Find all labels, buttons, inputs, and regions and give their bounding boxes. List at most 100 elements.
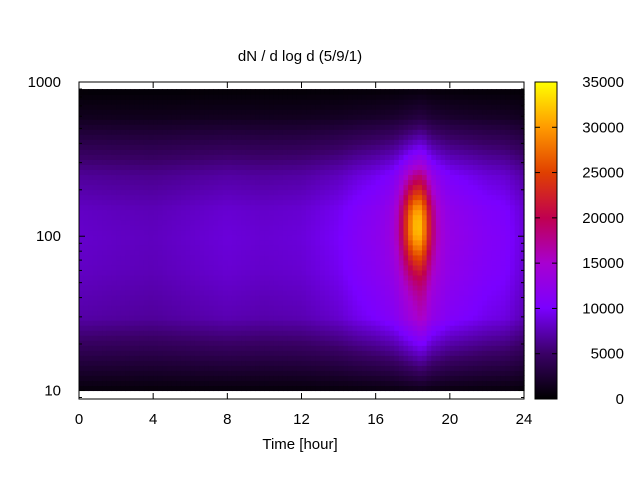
heatmap-cell (194, 264, 201, 271)
heatmap-cell (88, 224, 94, 231)
heatmap-cell (102, 360, 108, 366)
heatmap-cell (259, 224, 266, 231)
heatmap-cell (176, 229, 182, 236)
heatmap-cell (357, 219, 363, 226)
heatmap-cell (301, 284, 307, 291)
heatmap-cell (204, 169, 210, 176)
heatmap-cell (111, 119, 117, 125)
heatmap-cell (125, 279, 131, 286)
heatmap-cell (329, 114, 335, 120)
heatmap-cell (111, 264, 117, 271)
heatmap-cell (222, 365, 228, 371)
heatmap-cell (185, 259, 191, 266)
heatmap-cell (185, 350, 191, 356)
heatmap-cell (431, 355, 437, 361)
heatmap-cell (384, 89, 391, 95)
heatmap-cell (120, 279, 126, 286)
heatmap-cell (264, 335, 270, 341)
chart-title: dN / d log d (5/9/1) (238, 48, 362, 65)
heatmap-cell (408, 360, 414, 366)
heatmap-cell (125, 129, 131, 135)
heatmap-cell (83, 174, 89, 181)
heatmap-cell (352, 239, 358, 246)
heatmap-cell (343, 254, 349, 261)
heatmap-cell (120, 199, 126, 206)
heatmap-cell (134, 219, 140, 226)
heatmap-cell (333, 234, 340, 241)
heatmap-cell (120, 99, 126, 105)
heatmap-cell (361, 219, 367, 226)
heatmap-cell (264, 284, 270, 291)
heatmap-cell (408, 300, 414, 306)
heatmap-cell (278, 134, 284, 140)
heatmap-cell (88, 320, 94, 326)
heatmap-cell (227, 330, 233, 336)
heatmap-cell (333, 174, 340, 181)
heatmap-cell (153, 345, 159, 351)
heatmap-cell (343, 194, 349, 201)
heatmap-cell (273, 370, 279, 376)
heatmap-cell (79, 365, 85, 371)
heatmap-cell (310, 174, 317, 181)
heatmap-cell (435, 219, 442, 226)
heatmap-cell (338, 119, 344, 125)
heatmap-cell (375, 159, 381, 165)
heatmap-cell (79, 254, 85, 261)
heatmap-cell (176, 310, 182, 316)
heatmap-cell (422, 139, 428, 145)
heatmap-cell (296, 249, 303, 256)
heatmap-cell (384, 305, 391, 311)
heatmap-cell (459, 214, 465, 221)
heatmap-cell (218, 149, 224, 155)
heatmap-cell (412, 229, 418, 236)
heatmap-cell (403, 209, 409, 216)
heatmap-cell (245, 169, 252, 176)
heatmap-cell (449, 129, 456, 135)
heatmap-cell (408, 305, 414, 311)
heatmap-cell (97, 350, 103, 356)
heatmap-cell (347, 380, 354, 387)
heatmap-cell (139, 310, 145, 316)
heatmap-cell (227, 209, 233, 216)
heatmap-cell (129, 279, 136, 286)
heatmap-cell (259, 380, 266, 387)
heatmap-cell (259, 114, 266, 120)
heatmap-cell (310, 375, 317, 381)
heatmap-cell (204, 109, 210, 115)
heatmap-cell (208, 219, 215, 226)
heatmap-cell (83, 214, 89, 221)
heatmap-cell (380, 149, 386, 155)
heatmap-cell (445, 199, 451, 206)
heatmap-cell (408, 104, 414, 110)
heatmap-cell (273, 109, 279, 115)
heatmap-cell (357, 264, 363, 271)
heatmap-cell (236, 169, 242, 176)
heatmap-cell (338, 94, 344, 100)
heatmap-cell (389, 214, 395, 221)
heatmap-cell (375, 94, 381, 100)
heatmap-cell (417, 194, 423, 201)
heatmap-cell (431, 219, 437, 226)
heatmap-cell (329, 119, 335, 125)
heatmap-cell (408, 330, 414, 336)
heatmap-cell (301, 124, 307, 130)
heatmap-cell (449, 360, 456, 366)
heatmap-cell (301, 360, 307, 366)
heatmap-cell (194, 199, 201, 206)
heatmap-cell (324, 214, 330, 221)
heatmap-cell (287, 89, 293, 95)
heatmap-cell (398, 385, 405, 392)
heatmap-cell (125, 264, 131, 271)
heatmap-cell (213, 380, 219, 387)
heatmap-cell (287, 239, 293, 246)
heatmap-cell (278, 164, 284, 171)
heatmap-cell (241, 274, 247, 281)
heatmap-cell (153, 119, 159, 125)
heatmap-cell (301, 184, 307, 191)
heatmap-cell (398, 355, 405, 361)
heatmap-cell (398, 284, 405, 291)
heatmap-cell (167, 134, 173, 140)
heatmap-cell (125, 234, 131, 241)
heatmap-cell (167, 254, 173, 261)
heatmap-cell (143, 355, 150, 361)
